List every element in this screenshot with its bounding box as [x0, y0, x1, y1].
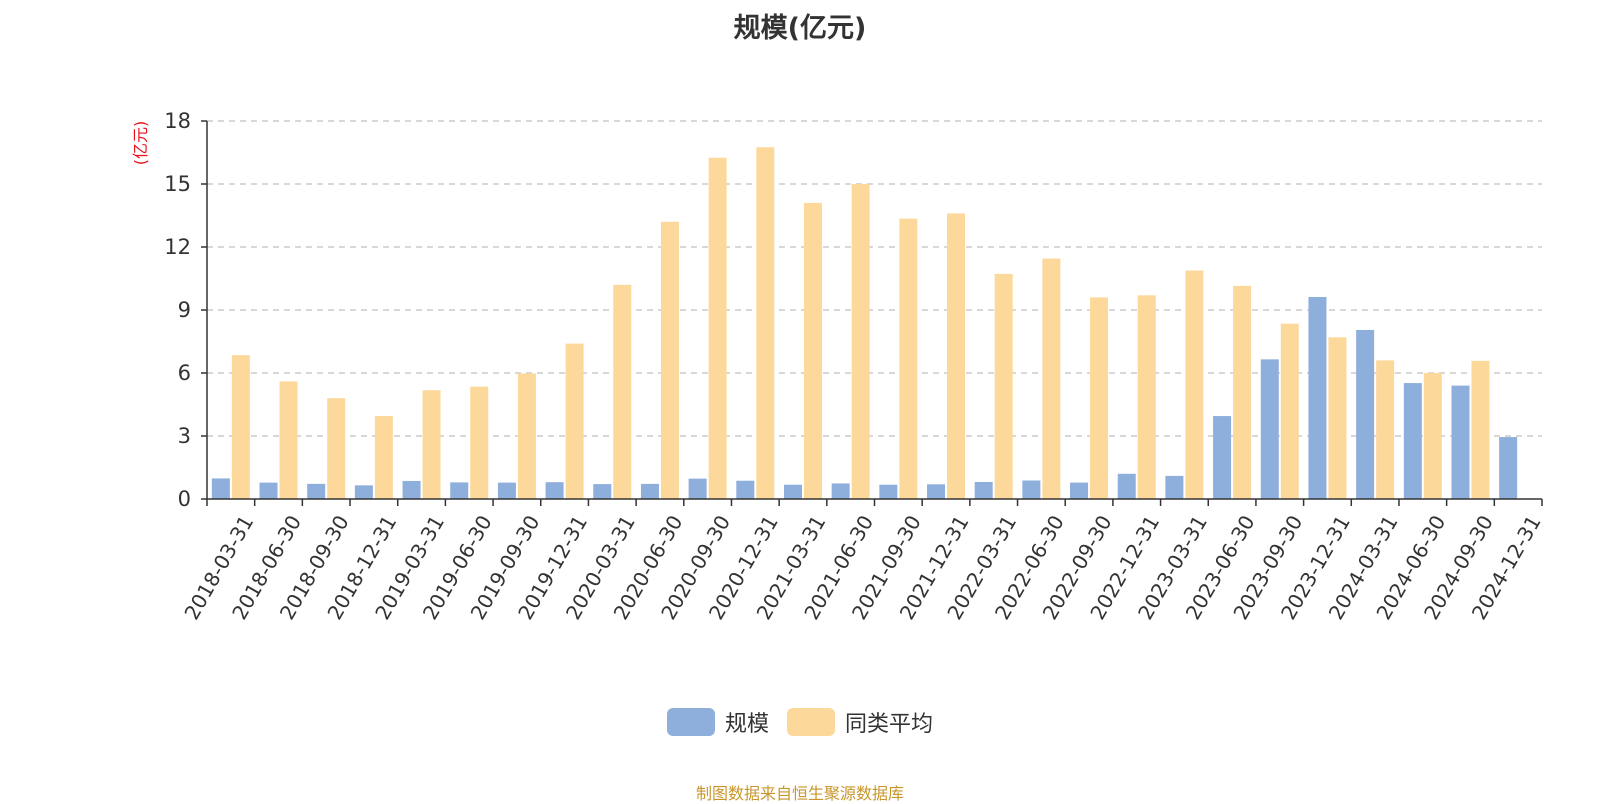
- bar-peer-average[interactable]: [1137, 295, 1156, 499]
- bar-scale[interactable]: [640, 483, 659, 499]
- bar-scale[interactable]: [1308, 296, 1327, 499]
- bar-scale[interactable]: [1165, 475, 1184, 499]
- bar-scale[interactable]: [402, 480, 421, 499]
- bar-peer-average[interactable]: [1042, 258, 1061, 499]
- bar-scale[interactable]: [1022, 480, 1041, 499]
- legend-swatch: [787, 708, 835, 736]
- bar-scale[interactable]: [307, 483, 326, 499]
- bar-scale[interactable]: [1070, 482, 1089, 499]
- legend-label: 规模: [724, 712, 769, 737]
- legend-item-peer-average[interactable]: 同类平均: [787, 706, 933, 738]
- legend-swatch: [666, 708, 715, 736]
- y-tick-label: 6: [178, 361, 191, 385]
- bar-peer-average[interactable]: [613, 284, 632, 499]
- bar-peer-average[interactable]: [231, 355, 250, 499]
- bar-peer-average[interactable]: [899, 218, 918, 499]
- bar-scale[interactable]: [974, 481, 993, 499]
- y-axis-label: (亿元): [131, 121, 150, 166]
- y-tick-label: 12: [164, 235, 191, 259]
- y-tick-label: 15: [164, 172, 191, 196]
- bar-peer-average[interactable]: [279, 381, 298, 499]
- bar-scale[interactable]: [688, 478, 707, 499]
- bar-peer-average[interactable]: [708, 157, 727, 499]
- bar-scale[interactable]: [211, 478, 230, 499]
- y-tick-label: 9: [178, 298, 191, 322]
- legend-item-scale[interactable]: 规模: [666, 706, 769, 738]
- bar-peer-average[interactable]: [1185, 270, 1204, 499]
- y-tick-label: 18: [164, 109, 191, 133]
- y-tick-label: 0: [178, 487, 191, 511]
- bar-scale[interactable]: [831, 483, 850, 499]
- bar-peer-average[interactable]: [470, 386, 489, 499]
- bar-scale[interactable]: [927, 484, 946, 499]
- bar-peer-average[interactable]: [374, 416, 393, 499]
- bar-peer-average[interactable]: [756, 147, 775, 499]
- bar-scale[interactable]: [545, 482, 564, 499]
- chart-title: 规模(亿元): [733, 13, 867, 44]
- bar-scale[interactable]: [736, 480, 755, 499]
- bar-scale[interactable]: [259, 482, 278, 499]
- bar-scale[interactable]: [1117, 473, 1136, 499]
- bar-peer-average[interactable]: [1423, 373, 1442, 499]
- legend[interactable]: 规模 同类平均: [0, 706, 1600, 738]
- bar-peer-average[interactable]: [994, 273, 1013, 499]
- bar-scale[interactable]: [879, 484, 898, 499]
- bar-peer-average[interactable]: [947, 213, 966, 499]
- bar-scale[interactable]: [1213, 416, 1232, 499]
- bar-scale[interactable]: [1260, 359, 1279, 499]
- bar-peer-average[interactable]: [1090, 297, 1109, 499]
- bar-peer-average[interactable]: [327, 398, 346, 499]
- bar-peer-average[interactable]: [660, 221, 679, 500]
- bar-peer-average[interactable]: [803, 202, 822, 499]
- bar-peer-average[interactable]: [422, 390, 441, 499]
- bar-peer-average[interactable]: [1233, 285, 1252, 499]
- bar-peer-average[interactable]: [1376, 360, 1395, 499]
- bar-scale[interactable]: [1403, 383, 1422, 499]
- bar-scale[interactable]: [1356, 329, 1375, 499]
- bars: [211, 147, 1518, 500]
- bar-scale[interactable]: [783, 484, 802, 499]
- bar-scale[interactable]: [1451, 385, 1470, 499]
- bar-peer-average[interactable]: [851, 184, 870, 499]
- bar-scale[interactable]: [1499, 437, 1518, 499]
- bar-peer-average[interactable]: [517, 373, 536, 499]
- bar-peer-average[interactable]: [1471, 360, 1490, 499]
- bar-peer-average[interactable]: [1280, 323, 1299, 499]
- bar-scale[interactable]: [450, 482, 469, 499]
- legend-label: 同类平均: [845, 712, 934, 737]
- bar-scale[interactable]: [593, 484, 612, 499]
- source-note: 制图数据来自恒生聚源数据库: [695, 784, 904, 803]
- bar-peer-average[interactable]: [565, 343, 584, 499]
- bar-peer-average[interactable]: [1328, 337, 1347, 499]
- bar-scale[interactable]: [354, 485, 373, 499]
- bar-scale[interactable]: [497, 482, 516, 499]
- y-tick-label: 3: [178, 424, 191, 448]
